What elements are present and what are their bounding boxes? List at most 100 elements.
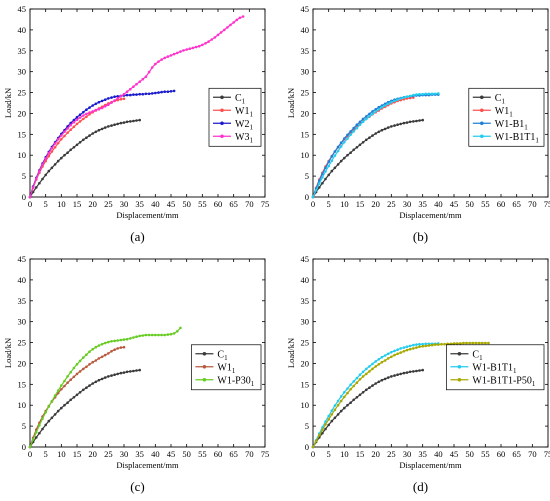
data-point (480, 341, 484, 345)
legend-label-name: W1-B1T1-P50 (472, 375, 531, 386)
data-point (421, 345, 424, 348)
data-point (103, 341, 107, 345)
legend-label-subscript: 1 (249, 136, 253, 144)
y-tick-label: 45 (18, 4, 27, 14)
data-point (66, 381, 69, 384)
data-point (393, 349, 396, 353)
data-point (63, 403, 66, 407)
data-point (122, 92, 126, 96)
data-point (333, 150, 337, 153)
data-point (377, 380, 381, 384)
data-point (201, 43, 204, 47)
data-point (443, 342, 446, 346)
data-point (361, 141, 365, 144)
data-point (110, 374, 113, 377)
data-point (50, 399, 54, 403)
data-point (352, 130, 355, 133)
data-point (100, 342, 104, 346)
x-axis-label: Displacement/mm (116, 460, 179, 470)
data-point (339, 409, 343, 413)
data-point (35, 431, 38, 434)
legend-label-subscript: 1 (249, 123, 253, 131)
data-point (125, 93, 129, 97)
data-point (100, 355, 104, 359)
data-point (110, 124, 113, 127)
data-point (484, 341, 487, 345)
data-point (119, 371, 123, 375)
data-point (396, 98, 399, 101)
data-point (339, 145, 343, 148)
x-tick-label: 10 (340, 199, 349, 209)
data-point (63, 153, 66, 157)
data-point (405, 371, 409, 374)
data-point (405, 348, 409, 352)
data-point (91, 382, 94, 385)
data-point (110, 101, 113, 104)
data-point (487, 341, 490, 345)
data-point (107, 103, 110, 106)
data-point (412, 93, 415, 97)
data-point (430, 343, 434, 347)
data-point (324, 170, 327, 173)
data-point (28, 445, 32, 449)
data-point (321, 431, 324, 435)
x-tick-label: 40 (151, 449, 160, 459)
data-point (172, 89, 176, 93)
data-point (103, 376, 107, 379)
y-tick-label: 5 (22, 171, 26, 181)
legend-label: C1 (472, 349, 483, 362)
x-tick-label: 55 (198, 199, 207, 209)
legend-label-name: W1-P30 (217, 375, 250, 386)
legend-swatch-marker (480, 95, 484, 100)
chart-panel: 0 5 10 15 20 25 30 35 40 45 50 55 60 65 70 75 0 5 10 15 20 25… (286, 254, 550, 494)
data-point (343, 395, 346, 399)
y-tick-label: 15 (18, 129, 27, 139)
data-point (333, 408, 337, 412)
legend-label-name: C (495, 93, 502, 104)
data-point (154, 62, 157, 66)
data-point (56, 141, 60, 145)
data-point (349, 130, 352, 133)
y-tick-label: 15 (301, 379, 310, 389)
data-point (35, 177, 38, 180)
data-point (365, 117, 368, 121)
data-point (75, 372, 79, 376)
data-point (116, 347, 119, 350)
data-point (336, 145, 340, 149)
data-point (75, 122, 79, 126)
y-axis-label: Load/kN (3, 338, 13, 368)
data-point (91, 110, 94, 113)
data-point (380, 355, 384, 359)
data-point (116, 95, 119, 98)
data-point (85, 365, 88, 369)
data-point (163, 333, 166, 337)
data-point (60, 134, 63, 137)
data-point (374, 132, 377, 135)
legend-swatch-marker (480, 134, 484, 139)
x-tick-label: 25 (104, 449, 113, 459)
data-point (327, 173, 330, 177)
data-point (415, 369, 418, 373)
y-tick-label: 25 (301, 88, 310, 98)
x-tick-label: 15 (73, 199, 82, 209)
legend-label: W1-B1T11 (472, 362, 517, 375)
data-point (38, 424, 41, 427)
data-point (103, 353, 107, 357)
y-tick-label: 40 (18, 275, 27, 285)
data-point (355, 123, 359, 126)
data-point (100, 106, 104, 110)
data-point (368, 136, 371, 139)
data-point (358, 378, 362, 381)
legend-label-name: C (472, 349, 479, 360)
data-point (72, 375, 76, 379)
data-point (56, 409, 60, 413)
data-point (132, 85, 135, 88)
data-point (122, 97, 126, 101)
x-tick-label: 15 (356, 449, 365, 459)
legend-label-subscript: 1 (509, 110, 513, 118)
data-point (194, 45, 198, 49)
data-point (82, 388, 85, 392)
data-point (50, 416, 54, 420)
x-tick-label: 75 (261, 199, 270, 209)
